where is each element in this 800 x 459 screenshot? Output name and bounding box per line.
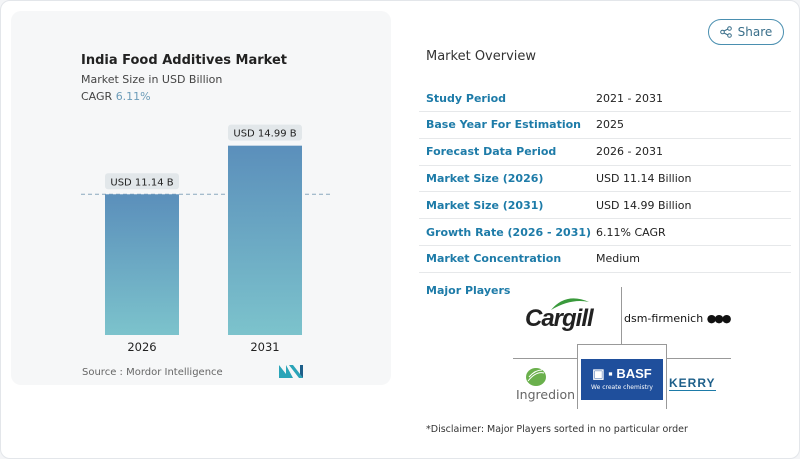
data-label-bg	[105, 173, 179, 190]
row-value: 2021 - 2031	[596, 91, 663, 105]
dsm-firmenich-logo: dsm-firmenich ●●●	[624, 312, 731, 325]
bar-2031	[228, 145, 302, 335]
ingredion-logo: Ingredion	[516, 387, 576, 402]
row-value: 2025	[596, 118, 624, 132]
overview-row: Market Size (2031) USD 14.99 Billion	[419, 192, 791, 220]
row-key: Market Size (2026)	[426, 171, 544, 185]
basf-logo: ▣ ▪ BASF We create chemistry	[581, 359, 663, 400]
major-players-label: Major Players	[426, 284, 511, 297]
cagr-label: CAGR	[81, 90, 113, 103]
row-key: Study Period	[426, 91, 507, 105]
row-value: 2026 - 2031	[596, 145, 663, 159]
chart-subtitle: Market Size in USD Billion	[81, 73, 223, 86]
dsm-name: dsm-firmenich	[624, 312, 704, 325]
share-icon	[719, 26, 732, 38]
basf-tagline: We create chemistry	[591, 384, 653, 391]
overview-row: Growth Rate (2026 - 2031) 6.11% CAGR	[419, 219, 791, 246]
cagr: CAGR 6.11%	[81, 90, 151, 103]
row-value: Medium	[596, 252, 640, 266]
row-key: Growth Rate (2026 - 2031)	[426, 225, 592, 239]
bar-chart: USD 11.14 B 2026 USD 14.99 B 2031	[81, 124, 331, 354]
share-button[interactable]: Share	[708, 19, 784, 45]
chart-panel	[11, 11, 391, 385]
kerry-logo: Kerry	[669, 376, 716, 391]
overview-title: Market Overview	[426, 49, 537, 64]
overview-row: Study Period 2021 - 2031	[419, 85, 791, 112]
cargill-logo: Cargill	[525, 305, 594, 332]
data-label: USD 14.99 B	[233, 129, 296, 140]
cargill-leaf-icon	[551, 298, 589, 310]
row-value: 6.11% CAGR	[596, 225, 666, 239]
chart-title: India Food Additives Market	[81, 53, 288, 68]
overview-row: Market Concentration Medium	[419, 246, 791, 273]
overview-row: Market Size (2026) USD 11.14 Billion	[419, 165, 791, 193]
ingredion-leaf-icon	[526, 368, 546, 386]
row-value: USD 11.14 Billion	[596, 171, 692, 185]
overview-row: Base Year For Estimation 2025	[419, 112, 791, 139]
row-key: Market Concentration	[426, 252, 562, 266]
cagr-value: 6.11%	[115, 90, 151, 103]
overview-row: Forecast Data Period 2026 - 2031	[419, 139, 791, 166]
x-tick-label: 2026	[127, 340, 156, 354]
basf-name: BASF	[616, 366, 652, 381]
bar-2026	[105, 194, 179, 335]
row-key: Base Year For Estimation	[426, 118, 582, 132]
row-key: Forecast Data Period	[426, 145, 557, 159]
row-key: Market Size (2031)	[426, 198, 544, 212]
data-label-bg	[228, 124, 302, 141]
disclaimer: *Disclaimer: Major Players sorted in no …	[426, 424, 688, 435]
share-label: Share	[737, 25, 773, 39]
row-value: USD 14.99 Billion	[596, 198, 692, 212]
mordor-logo-icon	[279, 365, 303, 378]
x-tick-label: 2031	[250, 340, 279, 354]
source-text: Source : Mordor Intelligence	[82, 367, 223, 378]
data-label: USD 11.14 B	[110, 177, 173, 188]
